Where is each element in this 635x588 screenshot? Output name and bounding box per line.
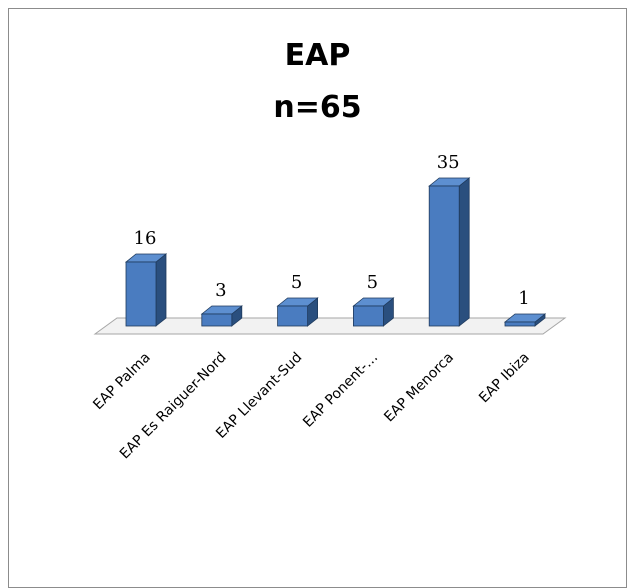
value-label-4: 35	[437, 152, 460, 173]
value-label-0: 16	[134, 228, 157, 249]
bar-2	[277, 305, 309, 327]
category-label-4: EAP Menorca	[381, 350, 457, 426]
value-label-2: 5	[291, 272, 302, 293]
category-label-5: EAP Ibiza	[476, 350, 533, 407]
bar-1	[201, 313, 233, 327]
bar-3	[352, 305, 384, 327]
bar-4	[428, 185, 460, 327]
value-label-1: 3	[215, 280, 226, 301]
bar-side-4	[458, 177, 470, 327]
bar-0	[125, 261, 157, 327]
bar-side-0	[155, 253, 167, 327]
value-label-3: 5	[367, 272, 378, 293]
category-label-0: EAP Palma	[90, 350, 154, 414]
bar-5	[504, 321, 536, 327]
chart-title: EAP	[284, 38, 351, 73]
chart-subtitle: n=65	[273, 90, 362, 125]
value-label-5: 1	[518, 288, 529, 309]
category-label-3: EAP Ponent-…	[300, 350, 381, 431]
chart-floor	[93, 317, 567, 335]
